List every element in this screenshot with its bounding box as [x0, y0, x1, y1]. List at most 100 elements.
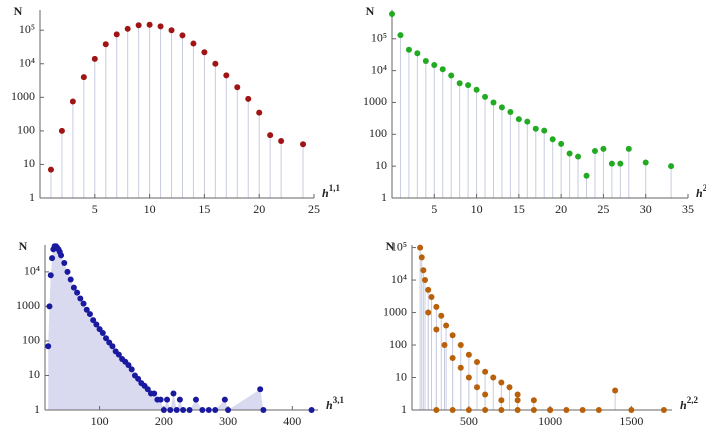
x-tick-label: 10	[471, 202, 483, 216]
y-axis-label: N	[366, 4, 375, 18]
point	[628, 407, 635, 413]
point	[482, 391, 489, 398]
point	[151, 390, 158, 397]
point	[465, 374, 472, 381]
y-tick-label: 1	[29, 190, 35, 204]
point	[260, 407, 267, 413]
point	[99, 329, 106, 336]
point	[256, 109, 263, 116]
point	[660, 407, 667, 413]
point	[160, 407, 167, 413]
point	[507, 109, 514, 116]
y-tick-label: 10⁵	[371, 31, 387, 45]
x-axis-label-sup: 2,1	[703, 183, 706, 193]
y-tick-label: 1000	[383, 304, 407, 318]
point	[102, 41, 109, 48]
point	[300, 141, 307, 148]
point	[439, 66, 446, 73]
y-axis-label: N	[14, 4, 23, 18]
point	[58, 127, 65, 134]
point	[135, 375, 142, 382]
point	[418, 254, 425, 261]
point	[115, 351, 122, 358]
point	[612, 387, 619, 394]
point	[474, 384, 480, 391]
point	[45, 343, 52, 350]
y-tick-label: 1000	[11, 89, 35, 103]
x-axis-label-sup: 3,1	[333, 395, 345, 405]
x-axis-label-base: h	[322, 186, 329, 200]
x-tick-label: 15	[513, 202, 525, 216]
x-axis-label-base: h	[680, 398, 687, 412]
x-axis-label: h2,1	[696, 183, 706, 200]
y-tick-label: 10	[375, 158, 387, 172]
y-tick-label: 10⁵	[19, 22, 35, 36]
point	[146, 21, 153, 28]
x-tick-label: 20	[253, 202, 265, 216]
point	[190, 40, 197, 47]
point	[170, 390, 177, 397]
point	[47, 166, 54, 173]
point	[515, 116, 522, 123]
y-tick-label: 10⁴	[391, 272, 407, 286]
y-tick-label: 100	[369, 126, 387, 140]
y-tick-label: 10⁴	[24, 264, 40, 278]
point	[514, 407, 521, 413]
point	[566, 150, 573, 157]
point	[474, 359, 480, 366]
x-tick-label: 400	[283, 414, 301, 428]
point	[549, 136, 556, 143]
point	[93, 321, 100, 328]
point	[583, 172, 590, 179]
point	[465, 407, 472, 413]
y-tick-label: 100	[22, 333, 40, 347]
point	[465, 351, 472, 358]
point	[167, 407, 174, 413]
point	[176, 396, 183, 403]
point	[199, 407, 206, 413]
point	[164, 396, 171, 403]
x-tick-label: 10	[144, 202, 156, 216]
point	[498, 397, 505, 404]
point	[64, 268, 71, 275]
point	[642, 159, 649, 166]
x-tick-label: 5	[431, 202, 437, 216]
point	[397, 32, 404, 39]
point	[530, 407, 537, 413]
point	[205, 407, 212, 413]
point	[212, 407, 219, 413]
point	[77, 295, 84, 302]
point	[128, 366, 135, 373]
point	[67, 276, 74, 283]
point	[431, 62, 438, 69]
point	[47, 272, 54, 279]
x-axis-label-sup: 1,1	[329, 183, 341, 193]
point	[473, 86, 480, 93]
y-tick-label: 10⁵	[391, 239, 407, 253]
point	[157, 23, 164, 30]
y-tick-label: 10⁴	[371, 62, 387, 76]
point	[70, 284, 77, 291]
point	[530, 397, 537, 404]
point	[600, 145, 607, 152]
point	[498, 407, 505, 413]
point	[90, 317, 97, 324]
point	[449, 332, 456, 339]
point	[668, 163, 675, 170]
y-tick-label: 1	[401, 402, 407, 416]
x-tick-label: 1000	[538, 414, 562, 428]
point	[608, 160, 615, 167]
point	[109, 343, 116, 350]
point	[212, 60, 219, 67]
point	[186, 407, 193, 413]
point	[425, 286, 432, 293]
point	[490, 99, 497, 106]
x-axis-label: h3,1	[326, 395, 344, 412]
point	[425, 309, 432, 316]
point	[46, 303, 53, 310]
x-axis-label: h2,2	[680, 395, 698, 412]
y-tick-label: 10	[23, 156, 35, 170]
point	[113, 31, 120, 38]
x-tick-label: 100	[91, 414, 109, 428]
x-axis-label-sup: 2,2	[687, 395, 699, 405]
